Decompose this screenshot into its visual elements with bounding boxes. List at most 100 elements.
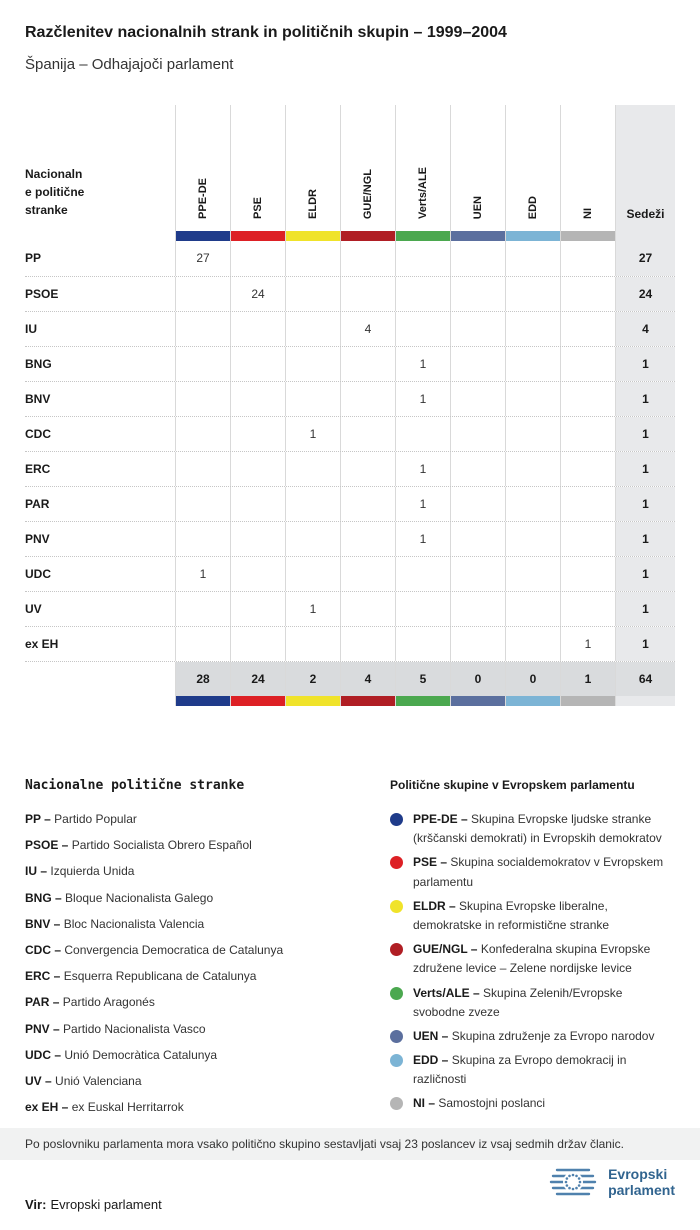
cell-ppe-de (175, 417, 230, 451)
cell-pse: 24 (230, 277, 285, 311)
cell-uen (450, 592, 505, 626)
cell-uen (450, 347, 505, 381)
table-row-bnv: BNV 1 1 (25, 381, 675, 416)
cell-verts-ale: 1 (395, 452, 450, 486)
cell-uen (450, 382, 505, 416)
totals-row: 28 24 2 4 5 0 0 1 64 (25, 661, 675, 696)
group-code: NI – (413, 1096, 436, 1111)
cell-verts-ale: 1 (395, 487, 450, 521)
cell-seats: 1 (615, 382, 675, 416)
cell-ni (560, 522, 615, 556)
party-code: UDC – (25, 1047, 62, 1062)
party-label: CDC (25, 427, 51, 441)
cell-gue-ngl (340, 592, 395, 626)
column-header-label: Verts/ALE (417, 167, 429, 219)
cell-seats: 1 (615, 347, 675, 381)
cell-eldr (285, 627, 340, 661)
party-name: Bloque Nacionalista Galego (65, 890, 214, 905)
group-code: PSE – (413, 855, 448, 870)
cell-gue-ngl (340, 487, 395, 521)
group-code: GUE/NGL – (413, 942, 478, 957)
group-legend-item: Verts/ALE – Skupina Zelenih/Evropske svo… (390, 984, 675, 1022)
party-name: Partido Aragonés (62, 995, 155, 1010)
cell-verts-ale: 1 (395, 382, 450, 416)
color-bar-gue-ngl (340, 696, 395, 706)
column-header-ppe-de: PPE-DE (175, 105, 230, 231)
cell-uen (450, 557, 505, 591)
group-code: UEN – (413, 1028, 449, 1043)
cell-pse (230, 557, 285, 591)
color-bar-ppe-de (175, 696, 230, 706)
political-groups-legend: Politične skupine v Evropskem parlamentu… (390, 778, 675, 1125)
cell-eldr (285, 452, 340, 486)
party-code: ERC – (25, 969, 61, 984)
cell-pse (230, 627, 285, 661)
cell-edd (505, 417, 560, 451)
group-text: GUE/NGL – Konfederalna skupina Evropske … (413, 940, 675, 978)
cell-edd (505, 312, 560, 346)
column-header-pse: PSE (230, 105, 285, 231)
color-bar-eldr (285, 231, 340, 241)
group-code: PPE-DE – (413, 812, 468, 826)
legend-section: Nacionalne politične stranke PP – Partid… (25, 778, 675, 1125)
table-row-erc: ERC 1 1 (25, 451, 675, 486)
cell-edd (505, 627, 560, 661)
party-legend-item: PSOE – Partido Socialista Obrero Español (25, 837, 390, 853)
party-group-table: Nacionalne politične stranke PPE-DE PSE … (25, 105, 675, 706)
party-label: IU (25, 322, 37, 336)
pse-dot-icon (390, 856, 403, 870)
cell-eldr (285, 277, 340, 311)
uen-dot-icon (390, 1029, 403, 1043)
cell-gue-ngl (340, 627, 395, 661)
ni-dot-icon (390, 1097, 403, 1111)
cell-ppe-de: 27 (175, 241, 230, 276)
party-code: PP – (25, 812, 51, 826)
column-header-label: GUE/NGL (362, 168, 374, 219)
cell-ppe-de (175, 312, 230, 346)
party-legend-item: ERC – Esquerra Republicana de Catalunya (25, 968, 390, 984)
group-text: PSE – Skupina socialdemokratov v Evropsk… (413, 853, 675, 891)
party-name: Partido Popular (54, 812, 137, 826)
group-desc: Samostojni poslanci (438, 1096, 546, 1111)
table-row-psoe: PSOE 24 24 (25, 276, 675, 311)
group-text: EDD – Skupina za Evropo demokracij in ra… (413, 1051, 675, 1089)
cell-pse (230, 347, 285, 381)
color-bar-edd (505, 696, 560, 706)
group-code: ELDR – (413, 898, 456, 913)
cell-ni (560, 241, 615, 276)
footnote-bar: Po poslovniku parlamenta mora vsako poli… (0, 1128, 700, 1160)
cell-verts-ale (395, 417, 450, 451)
spacer (25, 662, 175, 696)
column-header-label: ELDR (307, 189, 319, 219)
party-legend-item: UV – Unió Valenciana (25, 1073, 390, 1089)
total-gue-ngl: 4 (340, 662, 395, 696)
party-label: BNG (25, 357, 52, 371)
total-seats: 64 (615, 662, 675, 696)
group-text: UEN – Skupina združenje za Evropo narodo… (413, 1027, 654, 1046)
group-desc: Skupina socialdemokratov v Evropskem par… (413, 855, 664, 889)
group-text: NI – Samostojni poslanci (413, 1094, 545, 1113)
ep-logo-line1: Evropski (608, 1165, 668, 1182)
cell-seats: 24 (615, 277, 675, 311)
color-bar-uen (450, 696, 505, 706)
cell-gue-ngl (340, 277, 395, 311)
cell-eldr (285, 382, 340, 416)
party-label: PP (25, 251, 42, 265)
column-header-seats: Sedeži (615, 105, 675, 231)
groups-legend-title: Politične skupine v Evropskem parlamentu (390, 778, 635, 792)
party-name: ex Euskal Herritarrok (71, 1100, 184, 1115)
column-header-edd: EDD (505, 105, 560, 231)
total-edd: 0 (505, 662, 560, 696)
table-row-uv: UV 1 1 (25, 591, 675, 626)
party-label: UV (25, 602, 42, 616)
column-header-uen: UEN (450, 105, 505, 231)
ppe-de-dot-icon (390, 813, 403, 826)
cell-eldr (285, 241, 340, 276)
party-code: PNV – (25, 1021, 60, 1036)
cell-ni (560, 592, 615, 626)
cell-seats: 1 (615, 452, 675, 486)
table-row-bng: BNG 1 1 (25, 346, 675, 381)
group-desc: Skupina Evropske ljudske stranke (krščan… (413, 812, 662, 846)
group-desc: Skupina Evropske liberalne, demokratske … (413, 898, 610, 932)
gue-ngl-dot-icon (390, 943, 403, 957)
